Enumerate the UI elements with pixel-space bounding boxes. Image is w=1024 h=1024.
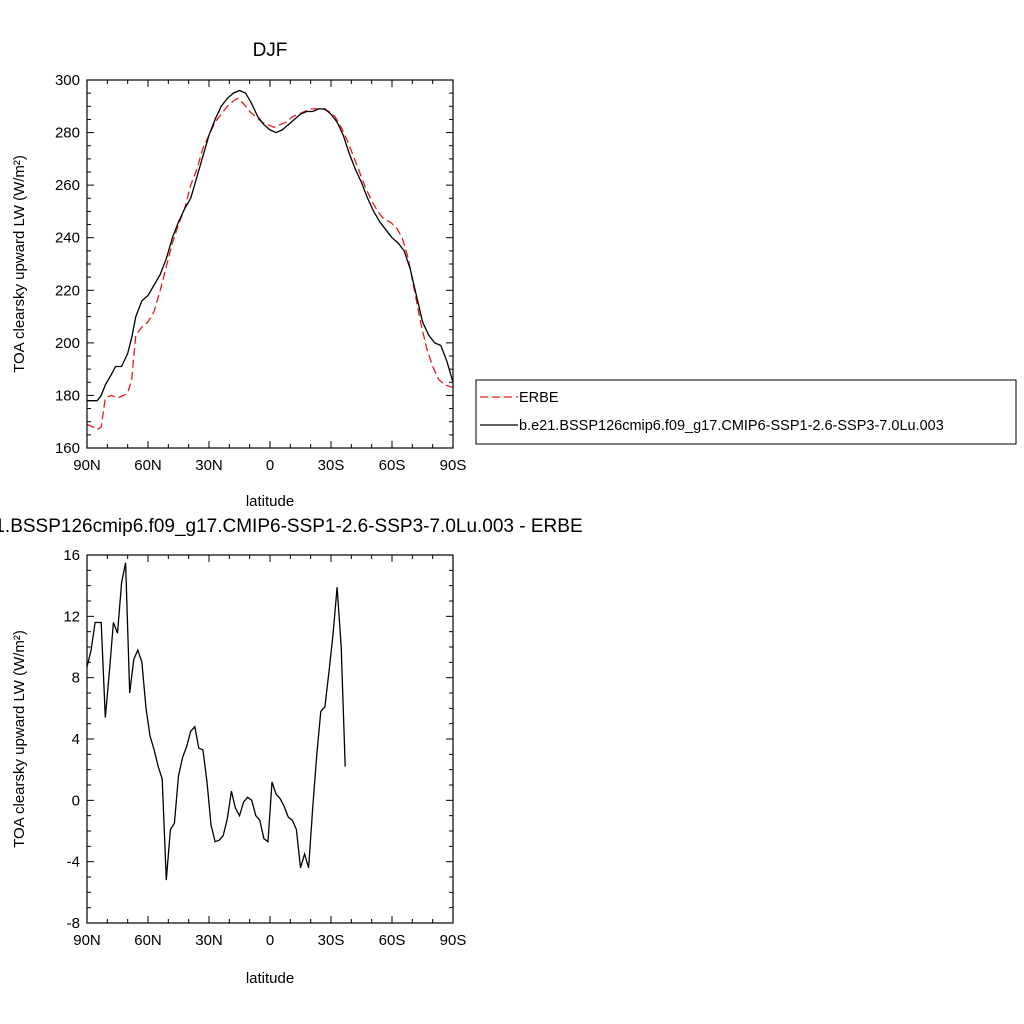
y-tick-label: 0 [72,792,80,809]
y-tick-label: 200 [55,335,80,352]
chart-title: DJF [253,40,288,61]
x-tick-label: 30N [195,457,223,474]
x-tick-label: 90S [440,932,467,949]
legend-label: ERBE [519,390,559,406]
y-axis-label: TOA clearsky upward LW (W/m²) [11,155,28,373]
series-line-difference [87,562,346,881]
y-axis-label: TOA clearsky upward LW (W/m²) [11,630,28,848]
x-tick-label: 30S [318,932,345,949]
chart-title: b.e21.BSSP126cmip6.f09_g17.CMIP6-SSP1-2.… [0,516,583,537]
y-tick-label: 4 [72,731,80,748]
legend: ERBE b.e21.BSSP126cmip6.f09_g17.CMIP6-SSP… [475,379,1017,445]
y-tick-label: -4 [67,854,80,871]
x-tick-label: 30S [318,457,345,474]
y-tick-label: 8 [72,670,80,687]
plot-frame [86,79,454,449]
y-tick-label: 300 [55,72,80,89]
x-axis-label: latitude [246,970,294,987]
chart-panel-2: b.e21.BSSP126cmip6.f09_g17.CMIP6-SSP1-2.… [0,516,583,987]
y-tick-label: 160 [55,440,80,457]
x-tick-label: 0 [266,932,274,949]
y-tick-label: 180 [55,387,80,404]
y-tick-label: 280 [55,125,80,142]
x-tick-label: 90S [440,457,467,474]
x-tick-label: 60S [379,457,406,474]
y-tick-label: 16 [63,547,80,564]
legend-box [475,379,1017,445]
legend-label: b.e21.BSSP126cmip6.f09_g17.CMIP6-SSP1-2.… [519,418,944,434]
y-tick-label: 220 [55,282,80,299]
y-tick-label: -8 [67,915,80,932]
x-tick-label: 0 [266,457,274,474]
x-tick-label: 60S [379,932,406,949]
y-tick-label: 12 [63,608,80,625]
plot-frame [86,554,454,924]
x-tick-label: 90N [73,457,101,474]
x-axis-label: latitude [246,493,294,510]
x-tick-label: 90N [73,932,101,949]
y-tick-label: 240 [55,230,80,247]
series-line-erbe [87,97,453,431]
x-tick-label: 30N [195,932,223,949]
x-tick-label: 60N [134,932,162,949]
chart-panel-1: DJF 90N 60N 30N 0 30S 60S 90S 160 180 200 220 240 260… [11,40,1017,510]
series-line-b-e21-bssp126cmip6-f09-g17-cmi [87,89,453,402]
y-tick-label: 260 [55,177,80,194]
x-tick-label: 60N [134,457,162,474]
